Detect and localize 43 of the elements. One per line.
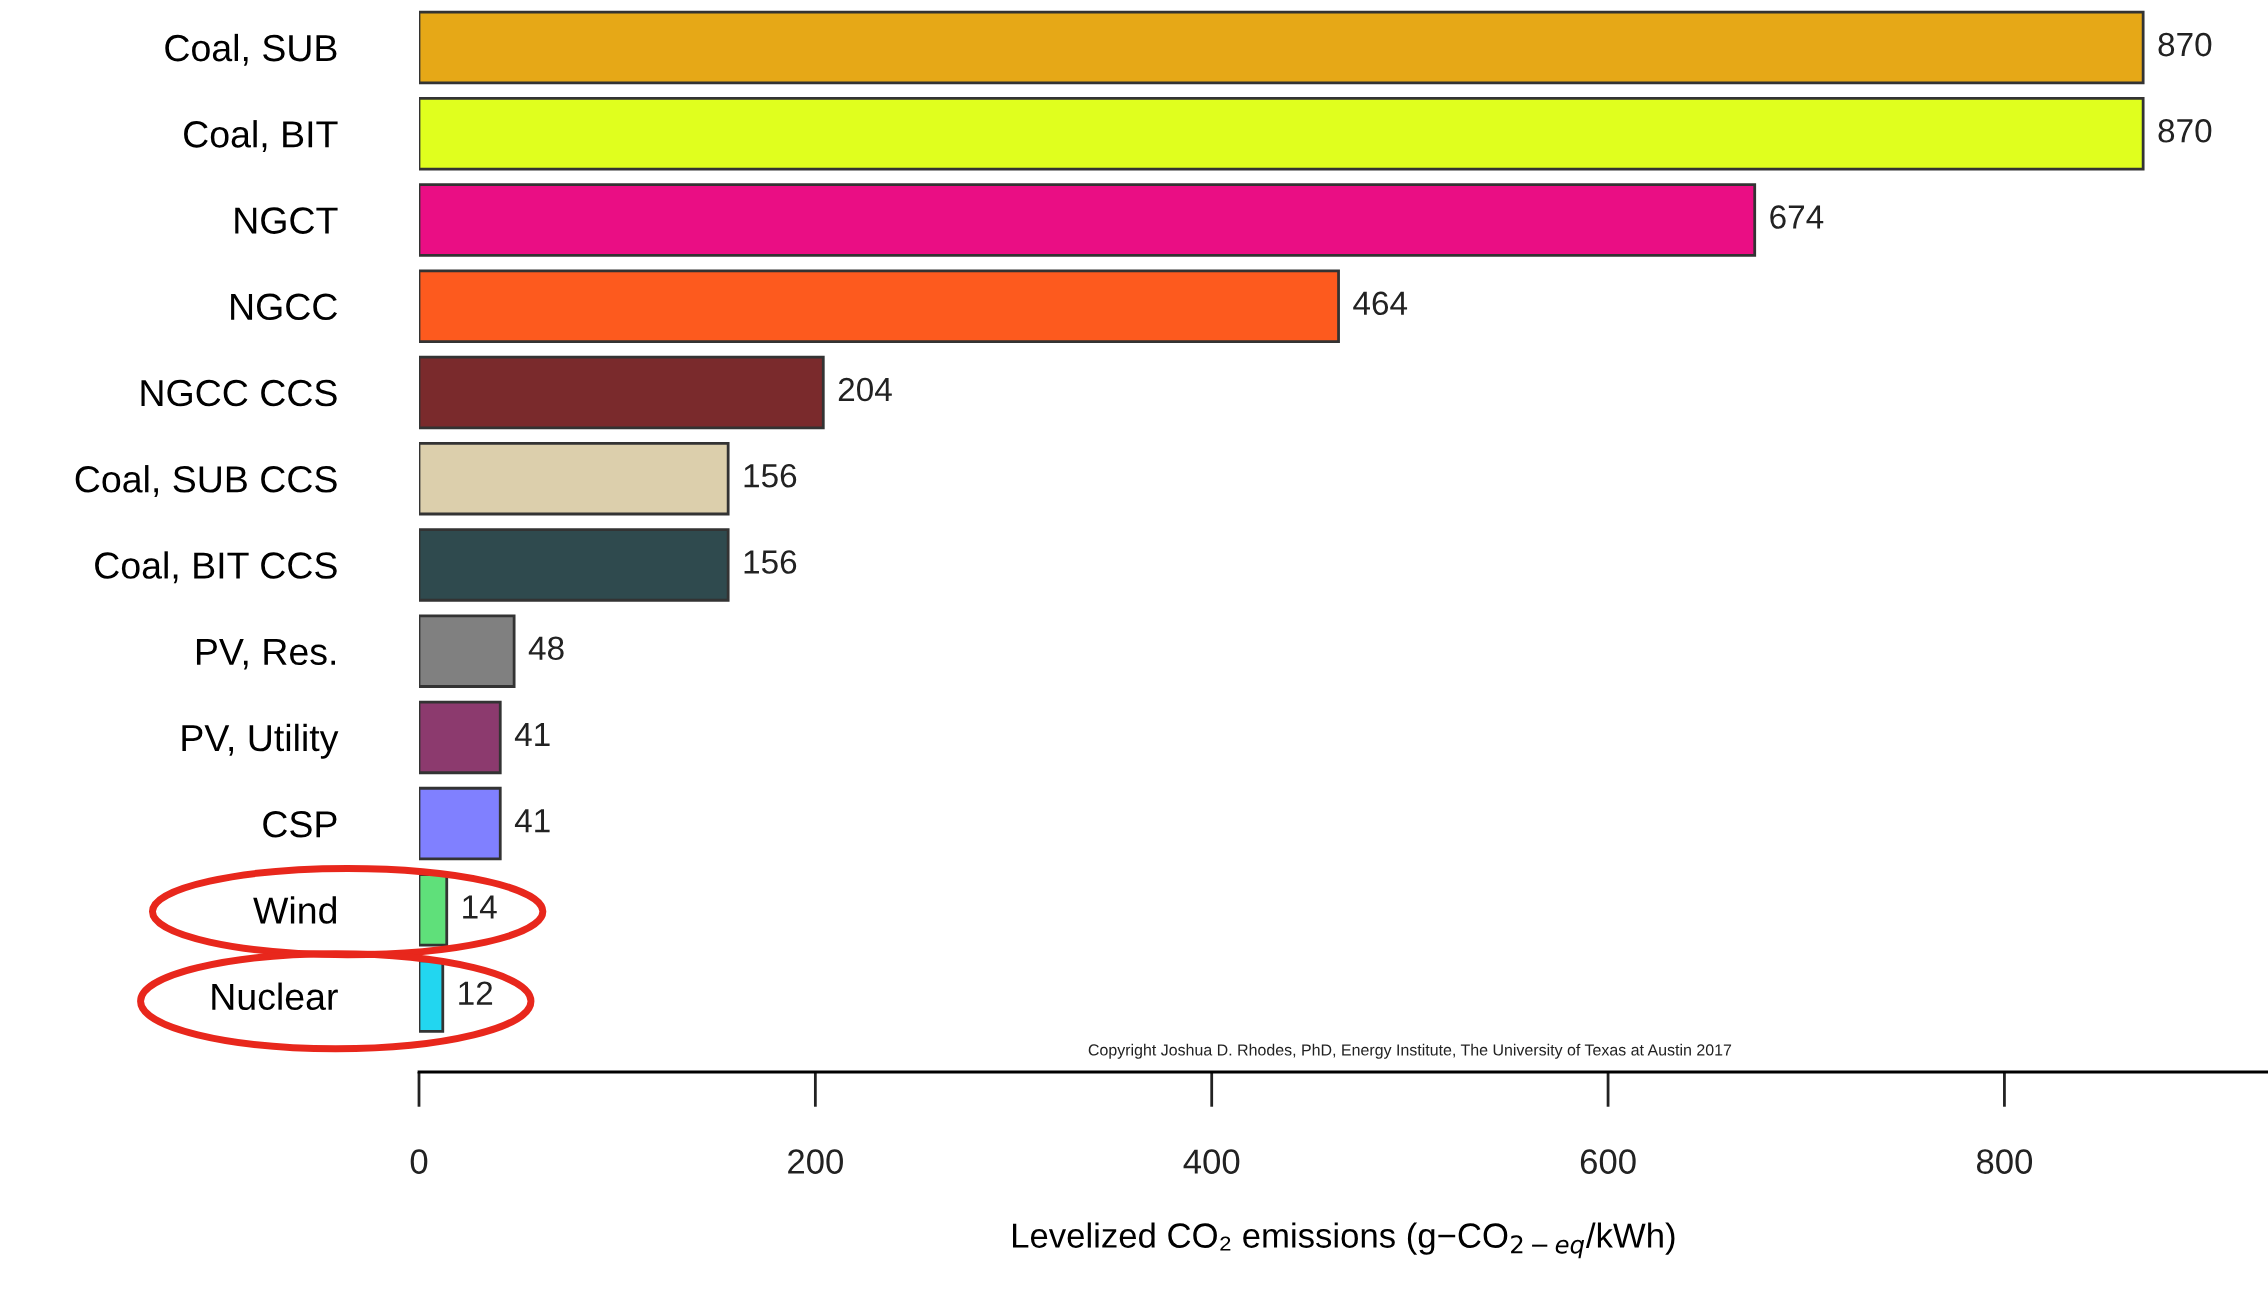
data-label: 14 [463, 895, 497, 919]
bar [419, 786, 502, 861]
y-tick-label: Coal, BIT CCS [95, 551, 337, 584]
y-tick-label: CSP [263, 811, 337, 838]
data-label: 870 [2158, 119, 2212, 143]
bar [419, 96, 2145, 171]
data-label: 12 [459, 981, 493, 1005]
x-tick-label: 400 [1183, 1149, 1240, 1174]
y-tick-label: NGCT [235, 207, 338, 234]
bar [419, 269, 1340, 343]
bar [419, 10, 2145, 85]
bar [419, 528, 730, 602]
x-tick-label: 0 [410, 1149, 428, 1174]
bar [419, 700, 502, 775]
x-tick-label: 600 [1580, 1149, 1636, 1174]
data-label: 156 [744, 550, 797, 574]
y-tick-label: NGCC [231, 293, 338, 321]
x-tick-label: 200 [788, 1149, 843, 1174]
data-label: 41 [514, 809, 550, 833]
y-tick-label: Nuclear [212, 982, 338, 1011]
data-label: 48 [528, 636, 564, 661]
data-label: 156 [744, 463, 797, 488]
data-label: 674 [1770, 205, 1824, 229]
bar [419, 183, 1757, 257]
y-tick-label: Coal, BIT [184, 120, 338, 153]
bar [419, 441, 730, 516]
bar [419, 355, 825, 430]
y-tick-label: PV, Utility [182, 723, 339, 759]
bar [419, 614, 516, 688]
y-tick-label: NGCC CCS [141, 379, 337, 407]
bar [419, 959, 445, 1033]
text: Copyright Joshua D. Rhodes, PhD, Energy Institute, The University of Texas at Austin 2017 [1088, 1043, 1732, 1059]
y-tick-label: Coal, SUB [165, 33, 337, 66]
data-label: 204 [838, 377, 892, 402]
data-label: 41 [514, 723, 550, 746]
bar [419, 873, 449, 947]
x-tick-label: 800 [1976, 1149, 2033, 1174]
data-label: 870 [2158, 32, 2212, 57]
y-tick-label: Coal, SUB CCS [75, 465, 337, 498]
y-tick-label: PV, Res. [196, 638, 336, 670]
data-label: 464 [1353, 291, 1408, 316]
x-axis-title: Levelized CO₂ emissions (g−CO$_{2−eq}$/kWh) [1013, 1222, 1675, 1259]
y-tick-label: Wind [253, 896, 337, 924]
